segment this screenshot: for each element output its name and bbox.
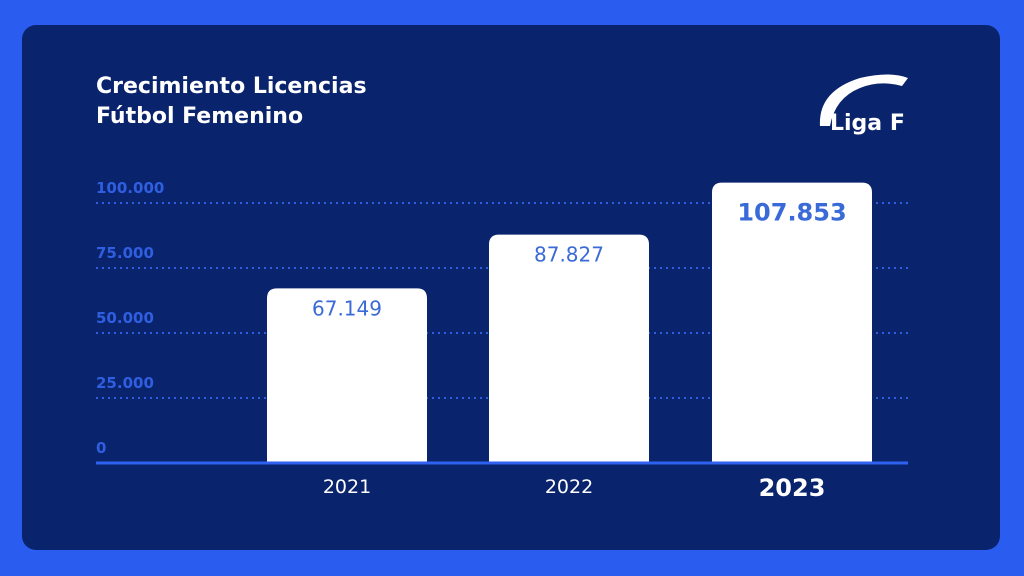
y-tick-label: 100.000 [96, 179, 164, 197]
bar [267, 288, 427, 463]
chart-title: Crecimiento Licencias Fútbol Femenino [96, 72, 367, 132]
y-tick-label: 75.000 [96, 244, 154, 262]
x-tick-label: 2023 [759, 474, 826, 502]
y-tick-label: 0 [96, 439, 106, 457]
data-label: 107.853 [737, 199, 846, 227]
liga-f-logo: Liga F [810, 66, 920, 136]
bar [712, 182, 872, 463]
data-label: 87.827 [534, 243, 604, 267]
bar [489, 234, 649, 463]
x-tick-label: 2022 [545, 476, 593, 498]
y-tick-label: 50.000 [96, 309, 154, 327]
title-line-1: Crecimiento Licencias [96, 74, 367, 99]
title-line-2: Fútbol Femenino [96, 104, 304, 129]
x-tick-label: 2021 [323, 476, 371, 498]
svg-text:Liga F: Liga F [830, 111, 905, 136]
data-label: 67.149 [312, 296, 382, 320]
y-tick-label: 25.000 [96, 374, 154, 392]
